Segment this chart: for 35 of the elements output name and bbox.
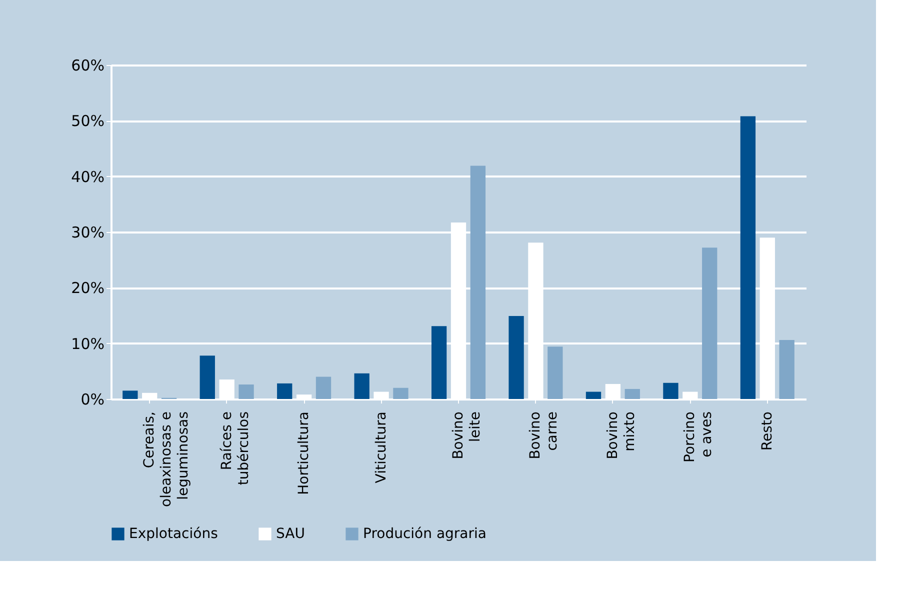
bar xyxy=(702,248,718,399)
bar xyxy=(740,116,756,399)
x-tick-label: Bovino leite xyxy=(450,412,484,460)
x-tick-label: Resto xyxy=(759,412,776,451)
legend-label: SAU xyxy=(276,526,305,542)
bar xyxy=(238,384,254,399)
bar xyxy=(779,340,794,399)
bar xyxy=(277,383,292,399)
y-tick-label: 20% xyxy=(71,279,104,298)
bar xyxy=(508,316,524,399)
y-tick-label: 30% xyxy=(71,224,104,242)
x-tick-label: Bovino mixto xyxy=(604,412,638,460)
y-tick-label: 10% xyxy=(71,334,104,353)
y-tick-label: 50% xyxy=(71,112,104,130)
legend-label: Explotacións xyxy=(129,526,218,542)
bar xyxy=(200,356,215,399)
y-tick-label: 60% xyxy=(71,56,104,74)
bar xyxy=(624,388,640,399)
bar xyxy=(354,373,370,399)
legend-label: Produción agraria xyxy=(363,526,486,542)
x-tick-label: Bovino carne xyxy=(528,412,561,460)
bar xyxy=(470,166,486,399)
x-tick-label: Viticultura xyxy=(373,412,390,484)
bar xyxy=(431,326,447,399)
bar xyxy=(663,382,678,399)
y-tick-label: 0% xyxy=(80,390,104,408)
bar xyxy=(393,388,408,399)
bar xyxy=(586,392,602,399)
bar xyxy=(548,346,563,399)
x-tick-label: Cereais, oleaxinosas e leguminosas xyxy=(142,412,192,507)
x-tick-label: Horticultura xyxy=(296,412,312,495)
y-tick-label: 40% xyxy=(71,168,104,186)
x-tick-label: Porcino e aves xyxy=(682,412,716,462)
bar xyxy=(316,376,332,399)
bar xyxy=(122,390,138,399)
